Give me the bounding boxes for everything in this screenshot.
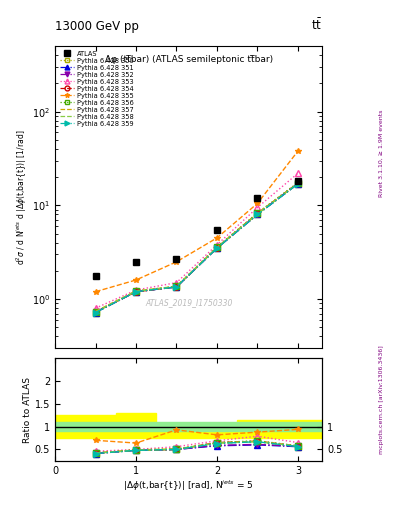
Pythia 6.428 350 [174, 284, 179, 290]
Pythia 6.428 356 [93, 309, 98, 315]
Pythia 6.428 358 [296, 180, 300, 186]
Pythia 6.428 351 [255, 211, 260, 218]
Pythia 6.428 352 [174, 284, 179, 290]
Pythia 6.428 355 [93, 289, 98, 295]
Line: Pythia 6.428 353: Pythia 6.428 353 [93, 170, 301, 311]
Pythia 6.428 357 [134, 288, 138, 294]
Bar [156, 424, 237, 438]
Line: Pythia 6.428 359: Pythia 6.428 359 [93, 181, 301, 315]
ATLAS [255, 195, 260, 201]
Pythia 6.428 354 [255, 210, 260, 217]
Pythia 6.428 357 [93, 308, 98, 314]
ATLAS [215, 227, 219, 233]
Pythia 6.428 356 [134, 288, 138, 294]
Line: Pythia 6.428 355: Pythia 6.428 355 [93, 148, 301, 294]
Pythia 6.428 358 [174, 284, 179, 290]
Line: Pythia 6.428 351: Pythia 6.428 351 [93, 181, 301, 315]
Pythia 6.428 355 [296, 148, 300, 154]
Pythia 6.428 350 [296, 181, 300, 187]
Pythia 6.428 350 [255, 211, 260, 218]
Pythia 6.428 358 [215, 245, 219, 251]
Pythia 6.428 357 [296, 180, 300, 186]
Pythia 6.428 352 [134, 289, 138, 295]
Pythia 6.428 354 [134, 289, 138, 295]
Pythia 6.428 350 [93, 309, 98, 315]
Pythia 6.428 358 [255, 211, 260, 217]
Line: Pythia 6.428 354: Pythia 6.428 354 [93, 180, 301, 315]
Pythia 6.428 358 [134, 288, 138, 294]
Pythia 6.428 354 [93, 309, 98, 315]
Pythia 6.428 353 [174, 280, 179, 286]
Pythia 6.428 350 [134, 289, 138, 295]
Pythia 6.428 354 [215, 244, 219, 250]
Text: mcplots.cern.ch [arXiv:1306.3436]: mcplots.cern.ch [arXiv:1306.3436] [379, 345, 384, 454]
Pythia 6.428 355 [134, 277, 138, 283]
Pythia 6.428 352 [296, 180, 300, 186]
Pythia 6.428 359 [174, 284, 179, 290]
Text: 13000 GeV pp: 13000 GeV pp [55, 20, 139, 33]
Pythia 6.428 350 [215, 245, 219, 251]
Text: ATLAS_2019_I1750330: ATLAS_2019_I1750330 [145, 298, 232, 307]
Line: ATLAS: ATLAS [92, 178, 301, 280]
Pythia 6.428 351 [215, 245, 219, 251]
Line: Pythia 6.428 356: Pythia 6.428 356 [93, 180, 301, 315]
Pythia 6.428 351 [134, 289, 138, 295]
Pythia 6.428 352 [255, 211, 260, 217]
Pythia 6.428 353 [255, 204, 260, 210]
Pythia 6.428 359 [215, 245, 219, 251]
Text: t$\bar{\rm t}$: t$\bar{\rm t}$ [311, 18, 322, 33]
Line: Pythia 6.428 358: Pythia 6.428 358 [95, 183, 298, 312]
Pythia 6.428 356 [296, 180, 300, 186]
Pythia 6.428 357 [215, 244, 219, 250]
Pythia 6.428 351 [296, 181, 300, 187]
Bar [55, 422, 322, 431]
Pythia 6.428 356 [174, 283, 179, 289]
Line: Pythia 6.428 357: Pythia 6.428 357 [95, 183, 298, 311]
Pythia 6.428 353 [296, 170, 300, 176]
Y-axis label: Ratio to ATLAS: Ratio to ATLAS [23, 377, 32, 442]
Pythia 6.428 359 [93, 309, 98, 315]
Pythia 6.428 358 [93, 309, 98, 315]
Pythia 6.428 356 [215, 244, 219, 250]
Pythia 6.428 357 [174, 283, 179, 289]
Legend: ATLAS, Pythia 6.428 350, Pythia 6.428 351, Pythia 6.428 352, Pythia 6.428 353, P: ATLAS, Pythia 6.428 350, Pythia 6.428 35… [58, 50, 135, 128]
Y-axis label: d$^2\sigma$ / d N$^{jets}$ d |$\Delta\phi$(t,bar{t})| [1/rad]: d$^2\sigma$ / d N$^{jets}$ d |$\Delta\ph… [15, 130, 29, 265]
Pythia 6.428 355 [255, 200, 260, 206]
Pythia 6.428 359 [296, 181, 300, 187]
Pythia 6.428 353 [93, 305, 98, 311]
Pythia 6.428 351 [174, 284, 179, 290]
Pythia 6.428 355 [174, 259, 179, 265]
Pythia 6.428 359 [255, 211, 260, 218]
ATLAS [296, 178, 300, 184]
Pythia 6.428 355 [215, 235, 219, 241]
X-axis label: $|\Delta\phi$(t,bar{t})$|$ [rad], N$^{jets}$ = 5: $|\Delta\phi$(t,bar{t})$|$ [rad], N$^{je… [123, 478, 254, 493]
Pythia 6.428 356 [255, 210, 260, 216]
Pythia 6.428 354 [174, 284, 179, 290]
Pythia 6.428 353 [215, 242, 219, 248]
Pythia 6.428 353 [134, 287, 138, 293]
Pythia 6.428 352 [93, 309, 98, 315]
Line: Pythia 6.428 352: Pythia 6.428 352 [93, 181, 301, 315]
Line: Pythia 6.428 350: Pythia 6.428 350 [93, 181, 301, 315]
Pythia 6.428 357 [255, 210, 260, 217]
Text: Rivet 3.1.10, ≥ 1.9M events: Rivet 3.1.10, ≥ 1.9M events [379, 110, 384, 197]
ATLAS [134, 259, 138, 265]
Bar [237, 420, 322, 438]
Pythia 6.428 359 [134, 289, 138, 295]
ATLAS [174, 255, 179, 262]
Text: Δφ (tt̅bar) (ATLAS semileptonic tt̅bar): Δφ (tt̅bar) (ATLAS semileptonic tt̅bar) [105, 55, 273, 64]
Bar [116, 413, 156, 438]
Pythia 6.428 351 [93, 309, 98, 315]
ATLAS [93, 273, 98, 280]
Pythia 6.428 352 [215, 245, 219, 251]
Bar [55, 415, 116, 438]
Pythia 6.428 354 [296, 180, 300, 186]
